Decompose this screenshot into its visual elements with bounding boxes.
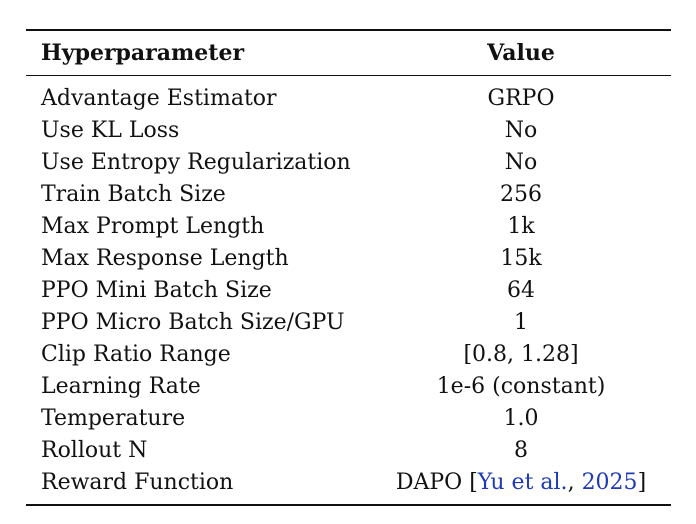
row-value: No <box>504 117 538 143</box>
row-value: No <box>504 149 538 175</box>
row-param: Clip Ratio Range <box>41 341 231 367</box>
bottom-rule <box>26 504 671 506</box>
table-row: Max Prompt Length 1k <box>26 210 671 242</box>
header-rule <box>26 75 671 76</box>
row-param: Learning Rate <box>41 373 201 399</box>
table-row: PPO Micro Batch Size/GPU 1 <box>26 306 671 338</box>
reward-value-prefix: DAPO <box>395 469 470 495</box>
row-param: Max Response Length <box>41 245 289 271</box>
row-value: 1 <box>514 309 528 335</box>
row-param: Reward Function <box>41 469 234 495</box>
row-param: Rollout N <box>41 437 148 463</box>
row-value: 1e-6 (constant) <box>436 373 606 399</box>
row-value: 15k <box>500 245 542 271</box>
row-param: Advantage Estimator <box>41 85 277 111</box>
citation-year-link[interactable]: 2025 <box>581 469 638 495</box>
row-param: Train Batch Size <box>41 181 226 207</box>
table-header-row: Hyperparameter Value <box>26 31 671 75</box>
row-param: Use Entropy Regularization <box>41 149 351 175</box>
row-param: Temperature <box>41 405 186 431</box>
row-value-reward: DAPO [Yu et al., 2025] <box>371 470 671 495</box>
table-body: Advantage Estimator GRPO Use KL Loss No … <box>26 76 671 504</box>
row-value: [0.8, 1.28] <box>463 341 579 367</box>
row-value: 8 <box>514 437 528 463</box>
row-value: 1.0 <box>503 405 539 431</box>
row-param: PPO Mini Batch Size <box>41 277 272 303</box>
row-param: Max Prompt Length <box>41 213 265 239</box>
header-hyperparameter: Hyperparameter <box>41 40 245 66</box>
table-row: Use KL Loss No <box>26 114 671 146</box>
row-value: 64 <box>507 277 535 303</box>
top-rule <box>26 29 671 31</box>
row-value: 256 <box>500 181 542 207</box>
table-row: Advantage Estimator GRPO <box>26 82 671 114</box>
row-param: Use KL Loss <box>41 117 180 143</box>
row-param: PPO Micro Batch Size/GPU <box>41 309 345 335</box>
table-row: Max Response Length 15k <box>26 242 671 274</box>
table-row: Train Batch Size 256 <box>26 178 671 210</box>
row-value: 1k <box>507 213 535 239</box>
row-value: GRPO <box>487 85 555 111</box>
table-row: PPO Mini Batch Size 64 <box>26 274 671 306</box>
table-row: Temperature 1.0 <box>26 402 671 434</box>
citation-close-bracket: ] <box>637 469 647 495</box>
header-value: Value <box>487 40 555 66</box>
table-row: Clip Ratio Range [0.8, 1.28] <box>26 338 671 370</box>
table-row-reward-function: Reward Function DAPO [Yu et al., 2025] <box>26 466 671 498</box>
citation-open-bracket: [ <box>469 469 478 495</box>
table-row: Rollout N 8 <box>26 434 671 466</box>
citation-authors-link[interactable]: Yu et al. <box>477 469 568 495</box>
table-row: Use Entropy Regularization No <box>26 146 671 178</box>
table-row: Learning Rate 1e-6 (constant) <box>26 370 671 402</box>
hyperparameter-table: Hyperparameter Value Advantage Estimator… <box>26 29 671 506</box>
citation-separator: , <box>567 469 582 495</box>
